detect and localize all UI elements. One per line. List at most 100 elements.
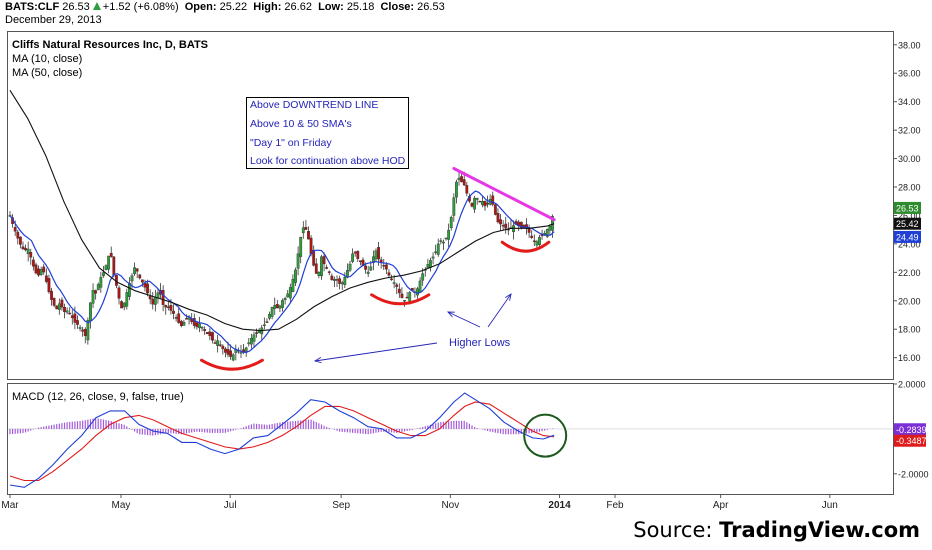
price-tick-label: 18.00 bbox=[898, 325, 921, 335]
candle-body bbox=[198, 323, 201, 328]
symbol-header: BATS:CLF 26.53 +1.52 (+6.08%) Open: 25.22… bbox=[5, 1, 445, 13]
candle-body bbox=[148, 296, 152, 300]
candle-body bbox=[322, 256, 326, 265]
candle-body bbox=[418, 280, 422, 293]
candle-body bbox=[356, 250, 360, 259]
candle-body bbox=[29, 252, 33, 258]
candle-body bbox=[138, 274, 142, 279]
candle-body bbox=[125, 292, 129, 307]
candle-body bbox=[408, 292, 412, 303]
candle-body bbox=[333, 278, 336, 281]
candle-body bbox=[493, 204, 497, 215]
candle-body bbox=[460, 176, 464, 183]
candle-body bbox=[229, 350, 233, 357]
candle-body bbox=[426, 264, 430, 269]
candle-body bbox=[26, 248, 30, 255]
candle-body bbox=[462, 179, 466, 186]
candle-body bbox=[244, 347, 248, 352]
candle-body bbox=[288, 287, 292, 299]
candle-body bbox=[543, 233, 547, 235]
macd-series bbox=[8, 392, 893, 488]
candle-body bbox=[179, 320, 183, 326]
candle-body bbox=[73, 313, 77, 323]
candle-body bbox=[455, 181, 458, 198]
candle-body bbox=[164, 305, 168, 308]
candle-body bbox=[491, 195, 495, 205]
candle-body bbox=[166, 306, 170, 308]
candle-body bbox=[249, 337, 253, 345]
candle-body bbox=[192, 318, 196, 326]
candle-body bbox=[34, 264, 38, 274]
annotation-line-2: Above 10 & 50 SMA's bbox=[250, 118, 352, 130]
candle-body bbox=[278, 305, 282, 309]
candle-body bbox=[548, 226, 552, 231]
price-tick-label: 32.00 bbox=[898, 126, 921, 136]
candle-body bbox=[224, 348, 227, 353]
annotation-arrow bbox=[315, 342, 438, 361]
macd-badge bbox=[894, 434, 926, 447]
candle-body bbox=[299, 236, 303, 257]
price-badge-label: 25.42 bbox=[896, 219, 919, 229]
candle-body bbox=[366, 271, 370, 274]
up-arrow-icon bbox=[92, 2, 101, 10]
price-tick-label: 26.00 bbox=[898, 211, 921, 221]
support-arc bbox=[500, 240, 551, 253]
candlestick-series bbox=[8, 171, 554, 362]
candle-body bbox=[42, 266, 46, 273]
candle-body bbox=[268, 314, 271, 319]
candle-body bbox=[429, 260, 432, 268]
ma50-line bbox=[9, 90, 555, 332]
candle-body bbox=[216, 340, 220, 347]
close-value: 26.53 bbox=[417, 1, 445, 13]
macd-badge-label: -0.3487 bbox=[896, 436, 927, 446]
candle-body bbox=[405, 296, 409, 299]
candle-body bbox=[262, 324, 266, 326]
candle-body bbox=[122, 302, 126, 308]
candle-body bbox=[371, 256, 375, 264]
low-label: Low: bbox=[318, 1, 344, 13]
candle-body bbox=[182, 322, 186, 326]
candle-body bbox=[382, 265, 386, 267]
high-label: High: bbox=[253, 1, 282, 13]
candle-body bbox=[174, 317, 178, 319]
candle-body bbox=[309, 237, 313, 255]
candle-body bbox=[281, 300, 284, 308]
candle-body bbox=[18, 236, 22, 245]
candle-body bbox=[208, 331, 212, 337]
candle-body bbox=[231, 354, 235, 361]
candle-body bbox=[403, 300, 406, 302]
candle-body bbox=[397, 288, 401, 294]
candle-body bbox=[195, 322, 199, 328]
candle-body bbox=[457, 177, 461, 181]
price-tick-label: 20.00 bbox=[898, 296, 921, 306]
candle-body bbox=[395, 284, 399, 287]
candle-body bbox=[335, 279, 339, 281]
candle-body bbox=[434, 251, 438, 254]
price-panel-frame bbox=[7, 31, 894, 380]
price-line-series bbox=[9, 90, 555, 354]
annotation-box bbox=[246, 97, 409, 169]
candle-body bbox=[96, 284, 100, 291]
candle-body bbox=[31, 259, 35, 267]
price-badge-label: 26.53 bbox=[896, 203, 919, 213]
candle-body bbox=[226, 348, 230, 355]
candle-body bbox=[203, 329, 207, 332]
price-tick-label: 28.00 bbox=[898, 183, 921, 193]
candle-body bbox=[177, 313, 181, 323]
candle-body bbox=[151, 298, 155, 305]
candle-body bbox=[21, 246, 25, 250]
candle-body bbox=[400, 293, 404, 298]
candle-body bbox=[294, 269, 297, 283]
symbol: BATS:CLF bbox=[5, 1, 60, 13]
candle-body bbox=[545, 229, 549, 237]
candle-body bbox=[496, 213, 500, 223]
candle-body bbox=[340, 282, 344, 285]
candle-body bbox=[270, 307, 274, 317]
open-label: Open: bbox=[184, 1, 217, 13]
annotation-line-3: "Day 1" on Friday bbox=[250, 137, 332, 149]
candle-body bbox=[343, 276, 347, 285]
candle-body bbox=[532, 240, 536, 243]
candle-body bbox=[452, 197, 456, 216]
date-label: December 29, 2013 bbox=[5, 14, 102, 26]
